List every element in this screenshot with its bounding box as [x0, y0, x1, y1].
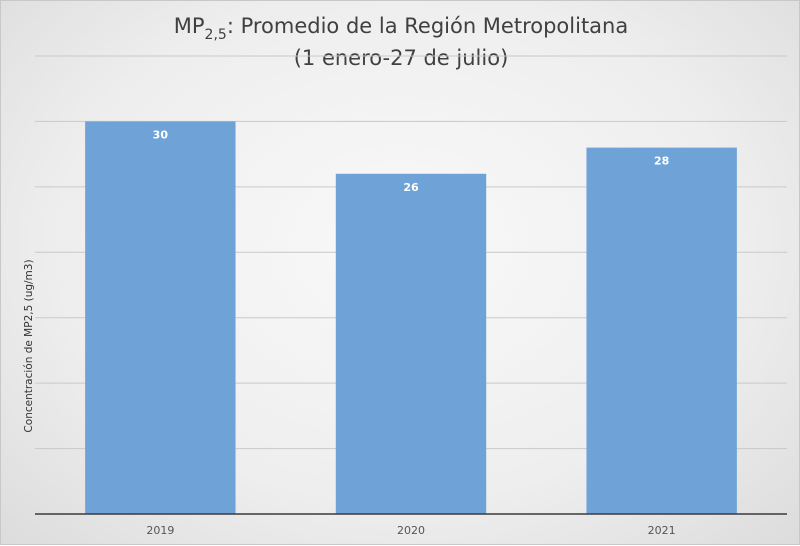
data-label-2020: 26 — [403, 181, 419, 194]
bar-2019 — [85, 121, 236, 514]
chart-title-line2: (1 enero-27 de julio) — [294, 46, 509, 70]
chart-title-subscript: 2,5 — [205, 27, 227, 43]
chart-title-main: MP — [174, 14, 205, 38]
chart-title-line1: MP2,5: Promedio de la Región Metropolita… — [174, 14, 628, 43]
y-axis-label: Concentración de MP2,5 (ug/m3) — [23, 259, 35, 432]
x-tick-label-2021: 2021 — [648, 524, 676, 537]
x-tick-labels: 2019 2020 2021 — [146, 524, 675, 537]
data-label-2021: 28 — [654, 155, 669, 168]
chart-title-rest: : Promedio de la Región Metropolitana — [227, 14, 628, 38]
data-label-2019: 30 — [153, 128, 169, 141]
x-tick-label-2019: 2019 — [146, 524, 174, 537]
bar-2021 — [586, 147, 737, 514]
bars — [85, 121, 737, 514]
x-tick-label-2020: 2020 — [397, 524, 425, 537]
data-labels: 30 26 28 — [153, 128, 670, 193]
bar-2020 — [335, 173, 487, 514]
